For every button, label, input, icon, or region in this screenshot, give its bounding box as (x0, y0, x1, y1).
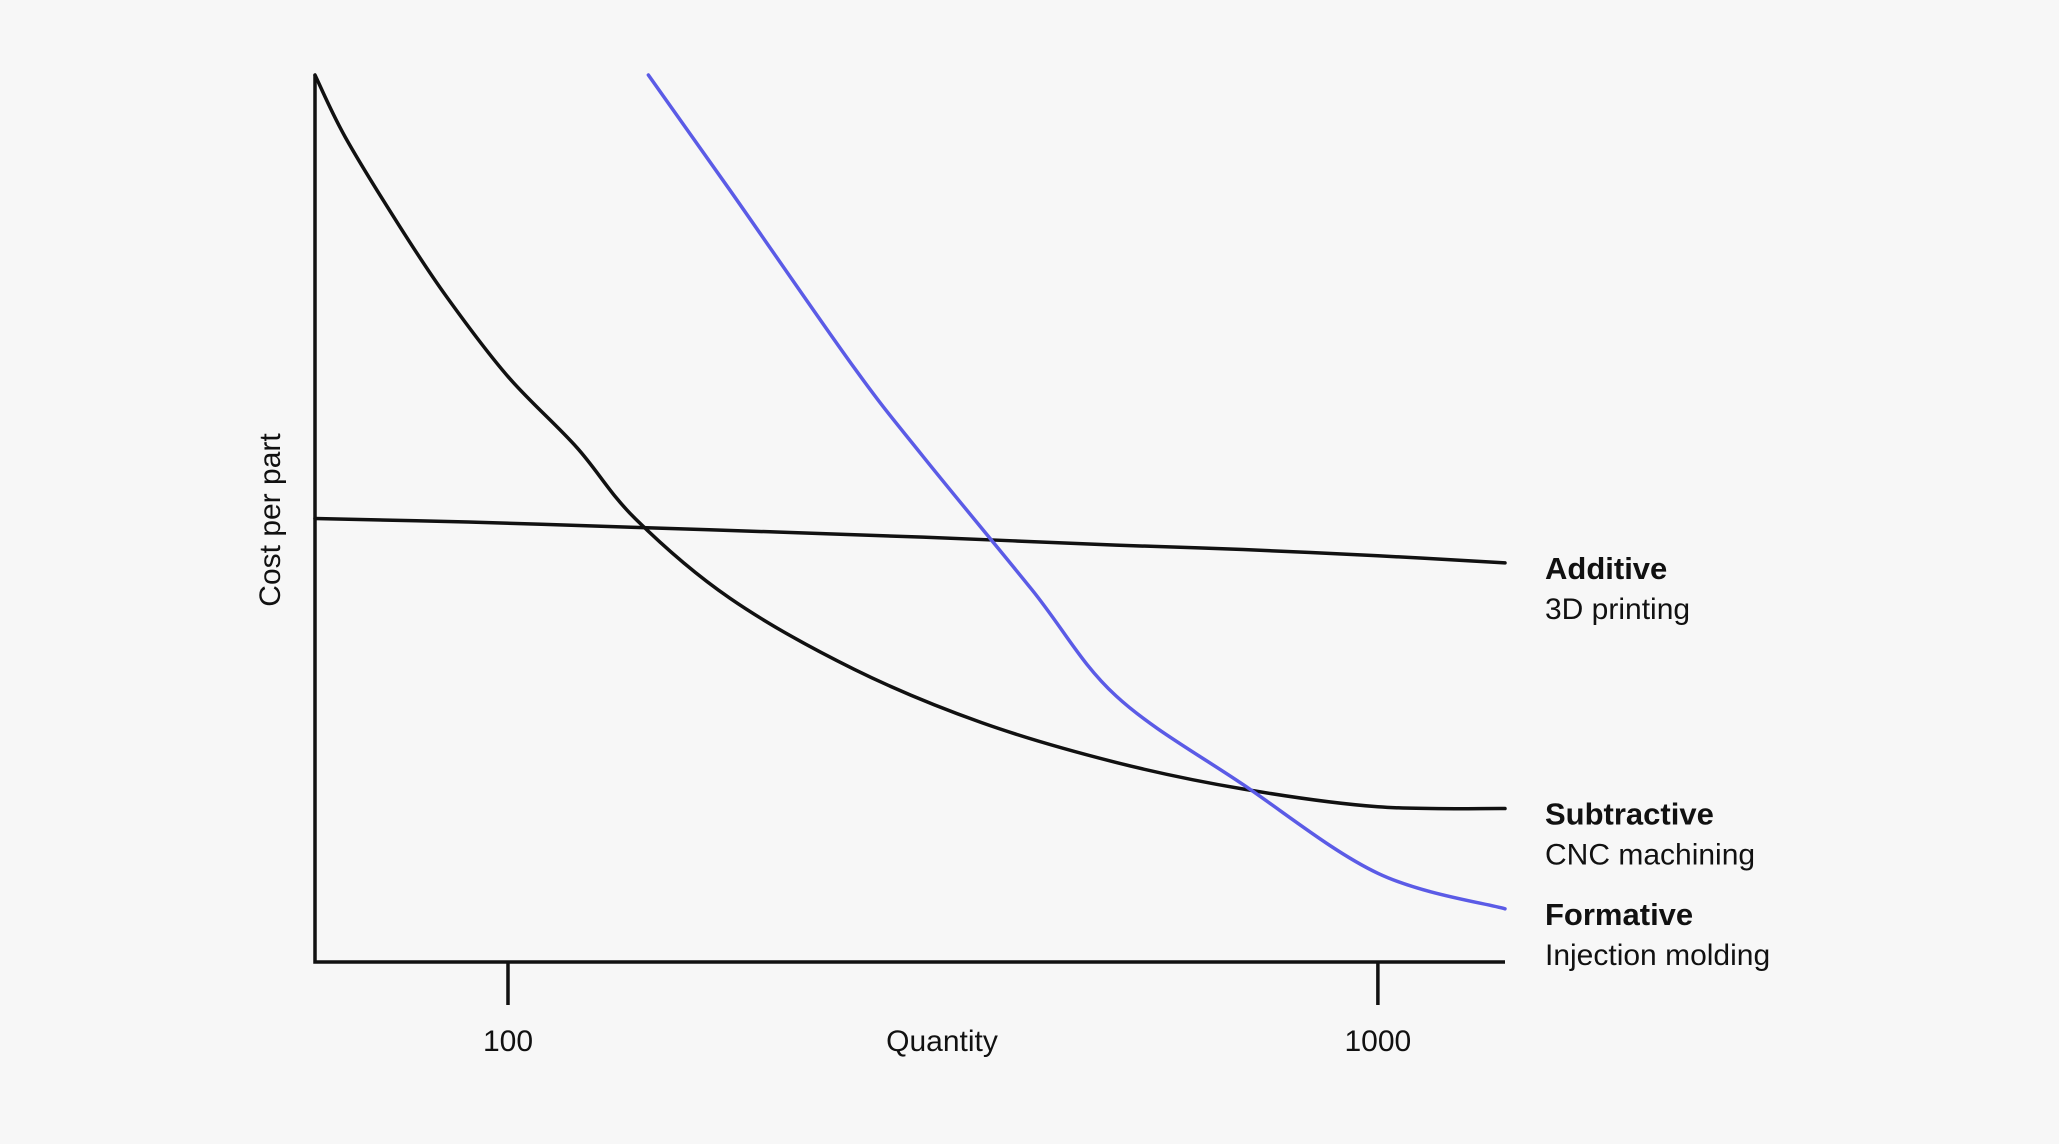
legend: Additive 3D printing Subtractive CNC machin… (1545, 551, 1770, 972)
axes (313, 75, 1505, 964)
x-tick-label: 100 (483, 1025, 533, 1058)
series-line-formative (646, 73, 1507, 911)
legend-description-formative: Injection molding (1545, 939, 1770, 972)
series-line-additive (313, 516, 1507, 565)
legend-description-subtractive: CNC machining (1545, 839, 1755, 872)
y-axis-label: Cost per part (254, 433, 287, 607)
x-ticks: 100 1000 (483, 962, 1411, 1058)
x-axis-label: Quantity (886, 1025, 998, 1058)
legend-name-subtractive: Subtractive (1545, 797, 1714, 832)
legend-name-formative: Formative (1545, 897, 1693, 932)
series-layer (313, 73, 1507, 911)
legend-description-additive: 3D printing (1545, 593, 1690, 626)
series-line-subtractive (313, 73, 1507, 811)
x-tick-label: 1000 (1345, 1025, 1412, 1058)
legend-name-additive: Additive (1545, 551, 1667, 586)
